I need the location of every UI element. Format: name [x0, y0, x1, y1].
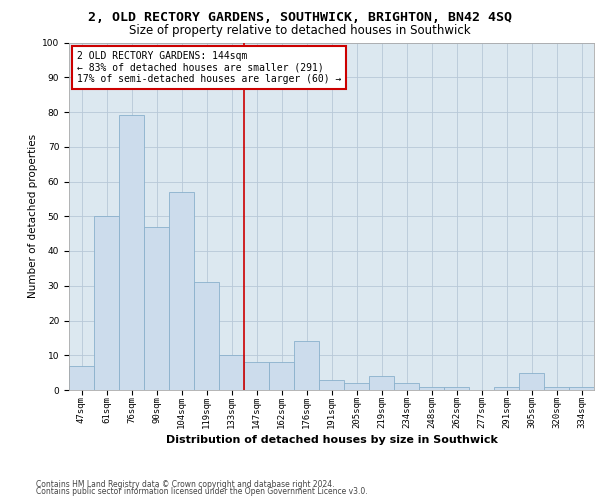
Bar: [194, 282, 219, 390]
Bar: [119, 116, 144, 390]
Bar: [219, 355, 244, 390]
Bar: [319, 380, 344, 390]
Bar: [94, 216, 119, 390]
Bar: [369, 376, 394, 390]
Bar: [569, 386, 594, 390]
Bar: [519, 372, 544, 390]
Text: Size of property relative to detached houses in Southwick: Size of property relative to detached ho…: [129, 24, 471, 37]
Bar: [169, 192, 194, 390]
Bar: [494, 386, 519, 390]
X-axis label: Distribution of detached houses by size in Southwick: Distribution of detached houses by size …: [166, 436, 497, 446]
Bar: [269, 362, 294, 390]
Text: Contains public sector information licensed under the Open Government Licence v3: Contains public sector information licen…: [36, 487, 368, 496]
Bar: [244, 362, 269, 390]
Text: 2 OLD RECTORY GARDENS: 144sqm
← 83% of detached houses are smaller (291)
17% of : 2 OLD RECTORY GARDENS: 144sqm ← 83% of d…: [77, 51, 341, 84]
Bar: [394, 383, 419, 390]
Bar: [544, 386, 569, 390]
Text: Contains HM Land Registry data © Crown copyright and database right 2024.: Contains HM Land Registry data © Crown c…: [36, 480, 335, 489]
Bar: [344, 383, 369, 390]
Bar: [69, 366, 94, 390]
Text: 2, OLD RECTORY GARDENS, SOUTHWICK, BRIGHTON, BN42 4SQ: 2, OLD RECTORY GARDENS, SOUTHWICK, BRIGH…: [88, 11, 512, 24]
Bar: [144, 226, 169, 390]
Bar: [444, 386, 469, 390]
Y-axis label: Number of detached properties: Number of detached properties: [28, 134, 38, 298]
Bar: [294, 342, 319, 390]
Bar: [419, 386, 444, 390]
